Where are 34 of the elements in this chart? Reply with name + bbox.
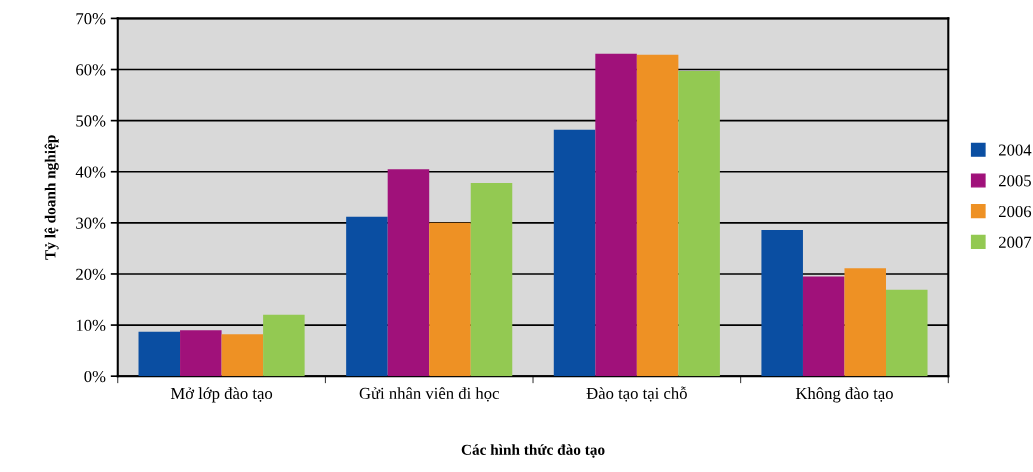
bar (636, 54, 679, 377)
bar (138, 331, 181, 377)
bar (470, 182, 513, 377)
x-axis-title: Các hình thức đào tạo (461, 444, 605, 458)
x-tick-label: Mở lớp đào tạo (170, 387, 273, 403)
bar (595, 53, 637, 377)
bar (553, 129, 596, 377)
y-tick-label: 40% (75, 166, 106, 178)
y-axis-title: Tỷ lệ doanh nghiệp (44, 135, 59, 260)
y-tick-label: 70% (76, 13, 106, 25)
bar (429, 222, 471, 377)
bar (263, 314, 305, 377)
legend-label: 2005 (999, 175, 1031, 187)
bar (761, 230, 803, 377)
bar (678, 71, 720, 377)
x-tick-label: Gửi nhân viên đi học (359, 387, 499, 402)
bar (221, 334, 264, 377)
x-tick-label: Đào tạo tại chỗ (586, 386, 687, 402)
y-tick-label: 20% (76, 268, 106, 280)
y-tick-label: 50% (76, 115, 106, 127)
legend-label: 2004 (999, 144, 1032, 156)
y-tick-label: 30% (76, 217, 106, 229)
y-tick-label: 10% (76, 319, 106, 332)
legend-label: 2007 (999, 236, 1032, 248)
bar (802, 276, 845, 377)
y-tick-label: 0% (84, 370, 106, 383)
bar (387, 169, 430, 377)
bar (346, 216, 388, 377)
bar (886, 289, 928, 377)
y-tick-label: 60% (76, 64, 106, 76)
legend-label: 2006 (999, 205, 1032, 218)
x-tick-label: Không đào tạo (795, 387, 893, 403)
bar (844, 268, 886, 377)
bar (180, 330, 222, 377)
